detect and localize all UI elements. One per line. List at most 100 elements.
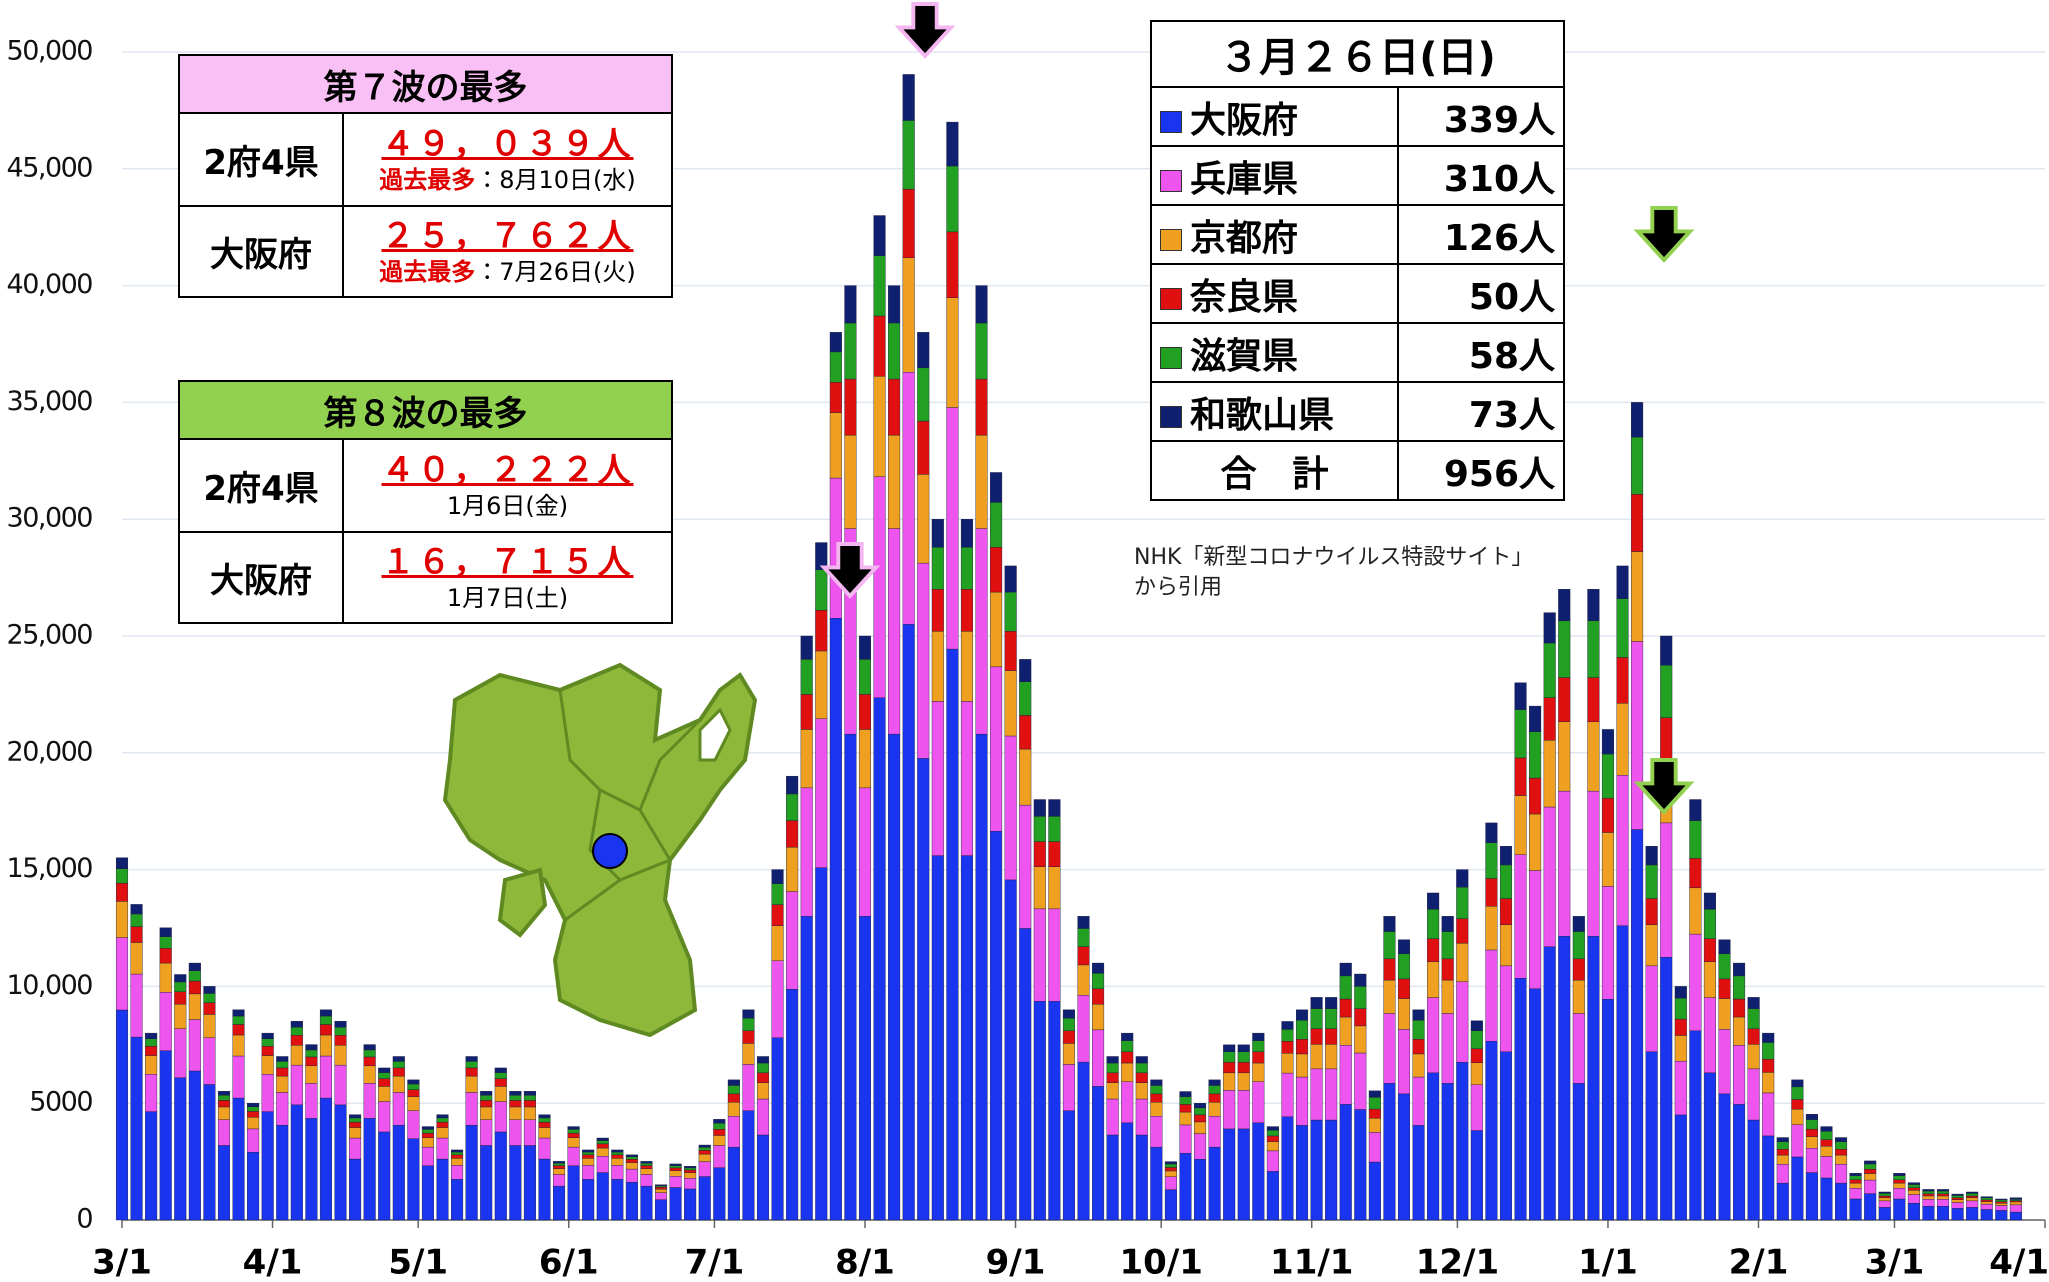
row-label: 2府4県 <box>180 114 344 205</box>
bar-segment <box>233 1016 245 1024</box>
bar-segment <box>976 529 988 735</box>
bar-segment <box>1529 871 1541 989</box>
bar-segment <box>1442 959 1454 980</box>
bar-segment <box>422 1133 434 1138</box>
bar-segment <box>611 1152 623 1155</box>
bar-segment <box>1821 1131 1833 1139</box>
legend-swatch <box>1160 111 1182 133</box>
bar-segment <box>218 1145 230 1220</box>
bar-segment <box>1180 1097 1192 1105</box>
bar-segment <box>480 1100 492 1107</box>
wave7-box: 第７波の最多 2府4県 ４９，０３９人 過去最多：8月10日(水) 大阪府 ２５… <box>178 54 673 298</box>
legend-swatch <box>1160 229 1182 251</box>
bar-segment <box>801 694 813 729</box>
bar-segment <box>1223 1052 1235 1063</box>
bar-segment <box>204 993 216 1002</box>
bar-segment <box>917 332 929 368</box>
bar-segment <box>1690 821 1702 859</box>
bar-segment <box>1777 1138 1789 1142</box>
bar-segment <box>888 734 900 1220</box>
bar-segment <box>932 631 944 701</box>
bar-segment <box>1151 1094 1163 1102</box>
source-line: から引用 <box>1134 573 1533 603</box>
bar-segment <box>408 1090 420 1097</box>
bar-segment <box>1209 1102 1221 1116</box>
bar-segment <box>510 1091 522 1095</box>
bar-segment <box>1515 978 1527 1220</box>
bar-segment <box>1923 1191 1935 1194</box>
bar-segment <box>626 1159 638 1162</box>
bar-segment <box>1602 729 1614 754</box>
legend-label: 京都府 <box>1190 218 1298 259</box>
bar-segment <box>1486 906 1498 950</box>
bar-segment <box>1719 979 1731 999</box>
bar-segment <box>597 1144 609 1148</box>
bar-segment <box>641 1161 653 1163</box>
bar-segment <box>1675 1115 1687 1220</box>
bar-segment <box>1442 980 1454 1013</box>
bar-segment <box>1966 1196 1978 1198</box>
bar-segment <box>1078 928 1090 946</box>
bar-segment <box>422 1129 434 1133</box>
bar-segment <box>276 1125 288 1220</box>
bar-segment <box>145 1112 157 1220</box>
bar-segment <box>189 981 201 994</box>
bar-segment <box>306 1118 318 1220</box>
bar-segment <box>451 1155 463 1159</box>
bar-segment <box>408 1111 420 1139</box>
bar-segment <box>1704 998 1716 1073</box>
bar-segment <box>1850 1173 1862 1175</box>
bar-segment <box>626 1163 638 1170</box>
bar-segment <box>655 1200 667 1220</box>
bar-segment <box>510 1145 522 1220</box>
bar-segment <box>116 938 128 1010</box>
bar-segment <box>174 1078 186 1220</box>
bar-segment <box>524 1145 536 1220</box>
bar-segment <box>1529 814 1541 871</box>
bar-segment <box>611 1179 623 1220</box>
bar-segment <box>1369 1109 1381 1118</box>
bar-segment <box>1019 749 1031 805</box>
bar-segment <box>1078 995 1090 1062</box>
bar-segment <box>582 1165 594 1179</box>
bar-segment <box>1107 1083 1119 1099</box>
note-label: 過去最多 <box>379 166 475 194</box>
bar-segment <box>233 1010 245 1016</box>
bar-segment <box>1413 1077 1425 1125</box>
bar-segment <box>670 1188 682 1220</box>
bar-segment <box>932 701 944 855</box>
bar-segment <box>1617 775 1629 925</box>
bar-segment <box>1893 1188 1905 1199</box>
bar-segment <box>1180 1092 1192 1097</box>
bar-segment <box>1762 1136 1774 1220</box>
bar-segment <box>1471 1063 1483 1085</box>
y-tick-label: 10,000 <box>7 970 93 1001</box>
x-tick-label: 2/1 <box>1729 1243 1789 1282</box>
bar-segment <box>903 189 915 258</box>
bar-segment <box>1908 1203 1920 1220</box>
bar-segment <box>1049 842 1061 867</box>
x-tick-label: 4/1 <box>243 1243 303 1282</box>
bar-segment <box>990 502 1002 547</box>
bar-segment <box>1238 1090 1250 1129</box>
bar-segment <box>160 1051 172 1220</box>
bar-segment <box>1588 722 1600 791</box>
bar-segment <box>1325 1029 1337 1045</box>
bar-segment <box>1733 1017 1745 1045</box>
bar-segment <box>1121 1063 1133 1082</box>
bar-segment <box>1777 1142 1789 1149</box>
bar-segment <box>1500 846 1512 865</box>
bar-segment <box>1151 1085 1163 1093</box>
total-count: 956人 <box>1398 441 1564 500</box>
bar-segment <box>1690 934 1702 1031</box>
bar-segment <box>1558 791 1570 936</box>
bar-segment <box>699 1147 711 1150</box>
bar-segment <box>1223 1090 1235 1129</box>
bar-segment <box>1806 1137 1818 1149</box>
bar-segment <box>1835 1138 1847 1142</box>
y-tick-label: 50,000 <box>7 36 93 67</box>
bar-segment <box>888 286 900 323</box>
bar-segment <box>1923 1196 1935 1199</box>
bar-segment <box>1573 932 1585 959</box>
legend-entry: 滋賀県 <box>1151 323 1398 382</box>
